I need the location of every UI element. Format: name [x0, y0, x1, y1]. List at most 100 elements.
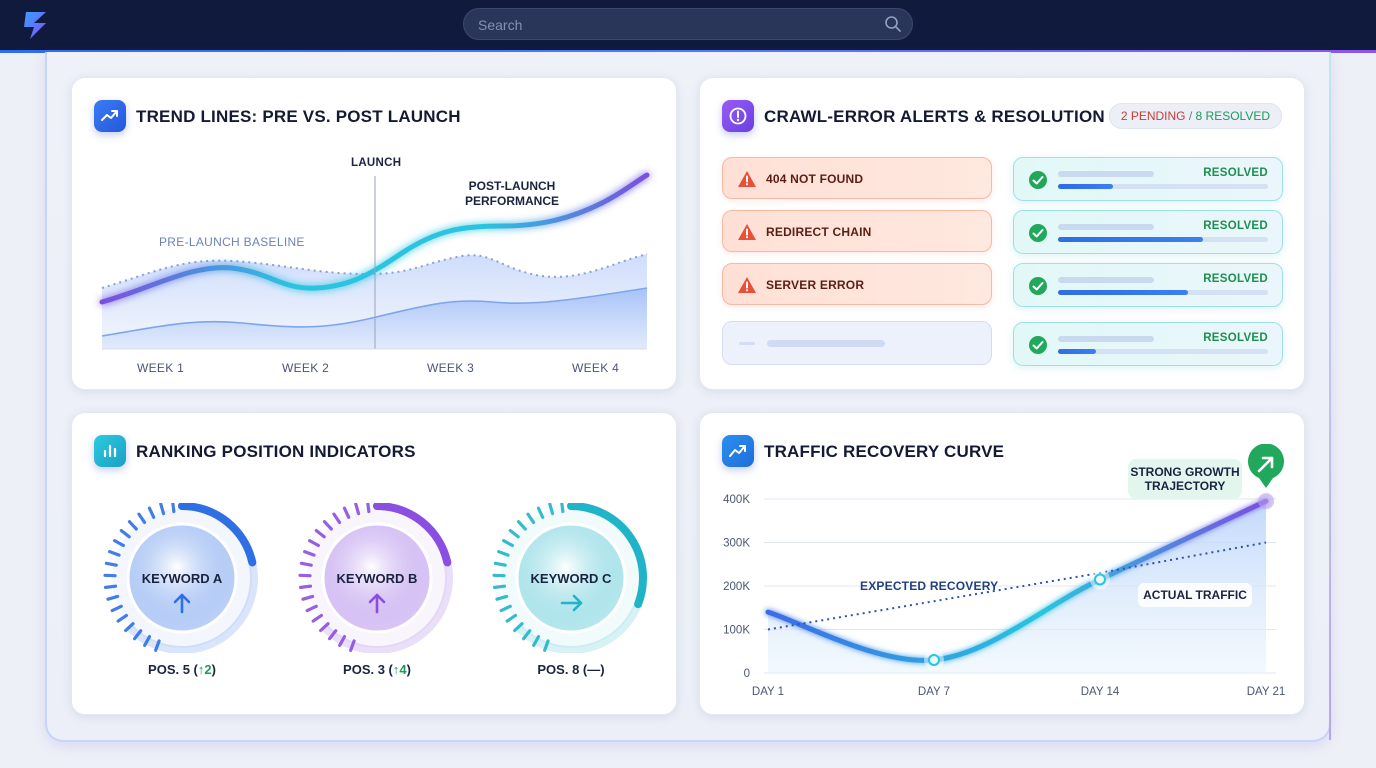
- bar-chart-icon: [94, 435, 126, 467]
- gauge-tick: [305, 604, 318, 613]
- top-bar-accent: [0, 50, 1376, 53]
- y-tick-label: 0: [744, 668, 750, 680]
- gauge-tick: [354, 502, 361, 516]
- actual-traffic-area: [768, 501, 1266, 673]
- resolved-item-4[interactable]: RESOLVED: [1013, 322, 1283, 366]
- gauge-tick: [311, 613, 324, 623]
- y-tick-label: 200K: [723, 581, 750, 593]
- position-text: POS. 8 (: [537, 662, 588, 677]
- data-point[interactable]: [928, 653, 940, 666]
- resolution-progress-track: [1058, 349, 1268, 354]
- gauge-tick: [526, 512, 536, 525]
- gauge-tick: [322, 520, 333, 531]
- gauge-tick: [516, 520, 527, 531]
- gauge-tick: [560, 499, 565, 514]
- gauge-level-arc: [373, 502, 452, 567]
- gauge-tick: [536, 506, 545, 519]
- gauge-tick: [314, 528, 326, 539]
- expected-recovery-label: EXPECTED RECOVERY: [860, 579, 999, 593]
- arrow-up-icon: [173, 593, 191, 614]
- arrow-right-icon: [560, 594, 583, 612]
- growth-pin-icon: [1248, 444, 1284, 488]
- gauge-tick: [119, 528, 131, 539]
- error-item-placeholder: [722, 321, 992, 365]
- gauge-tick: [103, 584, 118, 589]
- error-item-404[interactable]: 404 NOT FOUND: [722, 157, 992, 199]
- post-launch-performance-line: [99, 172, 650, 305]
- check-circle-icon: [1029, 336, 1047, 354]
- launch-label: LAUNCH: [351, 157, 402, 169]
- gauge-tick: [298, 584, 313, 589]
- keyword-b-gauge[interactable]: KEYWORD B: [297, 499, 457, 654]
- keyword-b-position: POS. 3 (↑4): [297, 662, 457, 677]
- crawl-error-card: CRAWL-ERROR ALERTS & RESOLUTION 2 PENDIN…: [699, 77, 1305, 390]
- actual-traffic-label: ACTUAL TRAFFIC: [1138, 583, 1252, 607]
- search-icon[interactable]: [884, 15, 902, 33]
- week-4-label: WEEK 4: [572, 361, 620, 375]
- resolved-item-1[interactable]: RESOLVED: [1013, 157, 1283, 201]
- placeholder-dots: [739, 342, 755, 345]
- keyword-c-position: POS. 8 (—): [491, 662, 651, 677]
- actual-traffic-line: [765, 498, 1269, 663]
- search-input[interactable]: Search: [478, 17, 523, 33]
- resolution-progress-track: [1058, 290, 1268, 295]
- error-label: SERVER ERROR: [766, 278, 865, 292]
- resolved-item-2[interactable]: RESOLVED: [1013, 210, 1283, 254]
- error-item-server[interactable]: SERVER ERROR: [722, 263, 992, 305]
- ranking-title: RANKING POSITION INDICATORS: [136, 442, 416, 461]
- y-tick-label: 300K: [723, 538, 750, 550]
- lower-line: [101, 287, 648, 337]
- x-tick-label: DAY 14: [1081, 686, 1120, 698]
- keyword-a-gauge[interactable]: KEYWORD A: [102, 499, 262, 654]
- keyword-a-label: KEYWORD A: [141, 571, 223, 586]
- gauge-tick: [132, 629, 143, 641]
- post-launch-label: POST-LAUNCH PERFORMANCE: [452, 179, 572, 209]
- gauge-tick: [349, 639, 356, 652]
- resolution-progress-track: [1058, 184, 1268, 189]
- badge-separator: /: [1185, 109, 1196, 123]
- resolution-progress-track: [1058, 237, 1268, 242]
- gauge-tick: [499, 604, 512, 613]
- y-tick-label: 400K: [723, 494, 750, 506]
- gauge-tick: [319, 622, 330, 633]
- app-logo-icon[interactable]: [20, 8, 52, 42]
- trend-up-icon: [94, 100, 126, 132]
- gauge-tick: [124, 622, 135, 633]
- gauge-tick: [137, 512, 147, 525]
- search-bar[interactable]: Search: [463, 8, 913, 40]
- check-circle-icon: [1029, 171, 1047, 189]
- post-launch-label-line1: POST-LAUNCH: [468, 179, 556, 193]
- data-point[interactable]: [1094, 573, 1106, 586]
- error-item-redirect[interactable]: REDIRECT CHAIN: [722, 210, 992, 252]
- position-close: ): [600, 662, 605, 677]
- resolution-progress-fill: [1058, 290, 1189, 295]
- keyword-c-dial: [492, 499, 647, 654]
- gauge-tick: [366, 499, 371, 514]
- alert-circle-icon: [722, 100, 754, 132]
- error-label: 404 NOT FOUND: [766, 172, 864, 186]
- data-point-end[interactable]: [1258, 493, 1274, 510]
- gauge-tick: [332, 512, 342, 525]
- gauge-tick: [147, 506, 156, 519]
- gauge-tick: [508, 528, 520, 539]
- pending-count: 2 PENDING: [1120, 109, 1186, 123]
- gauge-tick: [543, 639, 550, 652]
- week-3-label: WEEK 3: [427, 361, 475, 375]
- gauge-tick: [116, 613, 129, 623]
- post-launch-label-line2: PERFORMANCE: [464, 194, 559, 208]
- gauge-tick: [127, 520, 138, 531]
- gauge-tick: [521, 629, 532, 641]
- position-text: POS. 5 (: [148, 662, 198, 677]
- gauge-knob: [126, 522, 238, 634]
- position-close: ): [406, 662, 411, 677]
- gauge-tick: [342, 506, 351, 519]
- keyword-c-gauge[interactable]: KEYWORD C: [491, 499, 651, 654]
- resolved-item-3[interactable]: RESOLVED: [1013, 263, 1283, 307]
- top-bar: Search: [0, 0, 1376, 52]
- keyword-a-dial: [103, 499, 258, 654]
- week-2-label: WEEK 2: [282, 361, 330, 375]
- gauge-tick: [327, 629, 338, 641]
- gauge-tick: [303, 550, 316, 557]
- gauge-knob: [515, 522, 627, 634]
